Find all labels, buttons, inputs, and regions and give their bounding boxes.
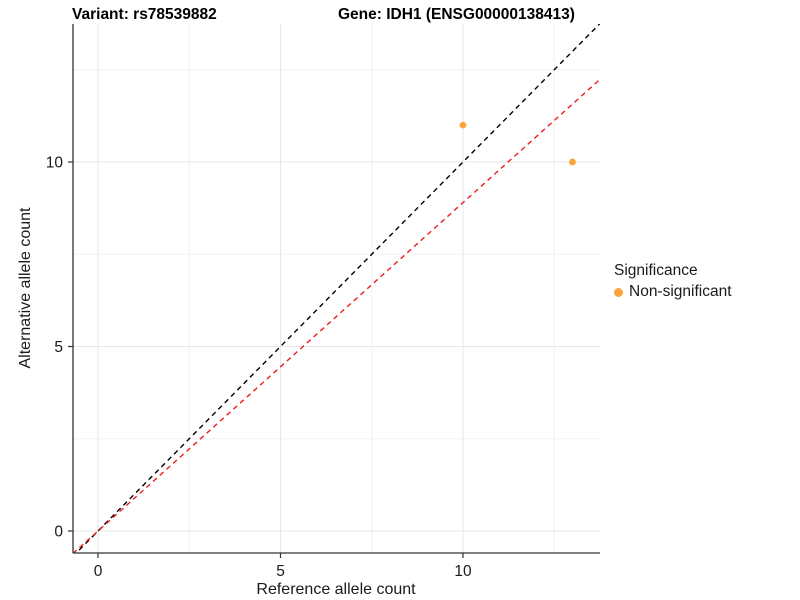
variant-title: Variant: rs78539882 bbox=[72, 6, 217, 23]
x-axis-label: Reference allele count bbox=[256, 581, 416, 598]
x-tick-label: 5 bbox=[276, 563, 285, 580]
legend-item: Non-significant bbox=[614, 283, 732, 301]
legend-item-label: Non-significant bbox=[629, 283, 732, 300]
gene-title: Gene: IDH1 (ENSG00000138413) bbox=[338, 6, 575, 23]
fitted-line bbox=[73, 78, 600, 553]
y-tick-label: 10 bbox=[46, 155, 64, 172]
x-tick-label: 10 bbox=[454, 563, 472, 580]
identity-line bbox=[75, 24, 600, 553]
legend-title: Significance bbox=[614, 262, 698, 279]
legend: Significance Non-significant bbox=[614, 262, 732, 301]
legend-point-icon bbox=[614, 287, 623, 297]
data-point bbox=[569, 158, 576, 166]
y-tick-label: 0 bbox=[54, 524, 63, 541]
y-axis-label: Alternative allele count bbox=[17, 207, 34, 369]
x-tick-label: 0 bbox=[94, 563, 103, 580]
data-point bbox=[459, 121, 467, 129]
y-tick-label: 5 bbox=[54, 339, 63, 356]
